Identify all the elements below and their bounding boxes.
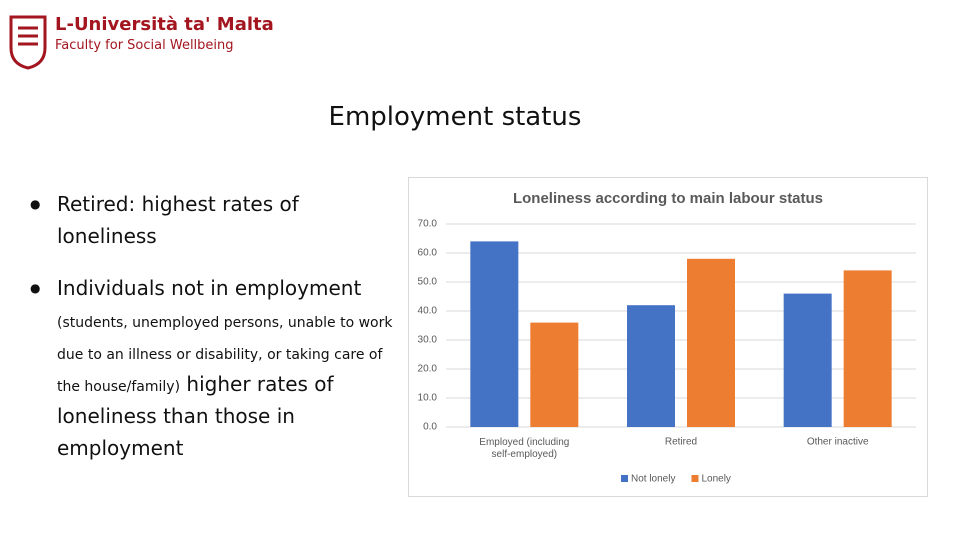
bullet-text: Individuals not in employment bbox=[57, 276, 362, 300]
bullet: Individuals not in employment (students, … bbox=[30, 272, 400, 464]
y-tick-label: 10.0 bbox=[418, 393, 438, 404]
y-tick-label: 60.0 bbox=[418, 248, 438, 259]
bar bbox=[687, 258, 735, 427]
legend-label: Lonely bbox=[701, 474, 730, 485]
legend-swatch bbox=[621, 475, 628, 482]
bullet-list: Retired: highest rates of loneliness Ind… bbox=[30, 188, 400, 484]
legend-swatch bbox=[691, 475, 699, 482]
faculty-name: Faculty for Social Wellbeing bbox=[55, 38, 234, 53]
bullet-text: higher rates of loneliness than those in… bbox=[57, 372, 334, 460]
bar bbox=[627, 305, 675, 427]
y-tick-label: 50.0 bbox=[418, 277, 438, 288]
legend-label: Not lonely bbox=[631, 474, 675, 485]
slide-title: Employment status bbox=[328, 102, 582, 132]
bar bbox=[843, 270, 892, 427]
logo bbox=[9, 15, 47, 70]
university-name: L-Università ta' Malta bbox=[55, 14, 274, 35]
bar bbox=[470, 241, 519, 427]
bar bbox=[530, 322, 579, 427]
chart: Loneliness according to main labour stat… bbox=[408, 177, 928, 497]
y-tick-label: 30.0 bbox=[418, 335, 438, 346]
chart-title: Loneliness according to main labour stat… bbox=[513, 190, 823, 207]
bullet: Retired: highest rates of loneliness bbox=[30, 188, 400, 252]
y-tick-label: 0.0 bbox=[423, 422, 437, 433]
y-tick-label: 70.0 bbox=[418, 219, 438, 230]
x-tick-label: Employed (including self-employed) bbox=[479, 437, 569, 460]
bullet-note: (students, unemployed persons, unable to… bbox=[57, 315, 393, 395]
bullet-text: Retired: highest rates of loneliness bbox=[57, 192, 299, 248]
y-tick-label: 20.0 bbox=[418, 364, 438, 375]
y-tick-label: 40.0 bbox=[418, 306, 438, 317]
bar bbox=[783, 293, 832, 427]
x-tick-label: Other inactive bbox=[807, 437, 869, 448]
x-tick-label: Retired bbox=[665, 437, 697, 448]
